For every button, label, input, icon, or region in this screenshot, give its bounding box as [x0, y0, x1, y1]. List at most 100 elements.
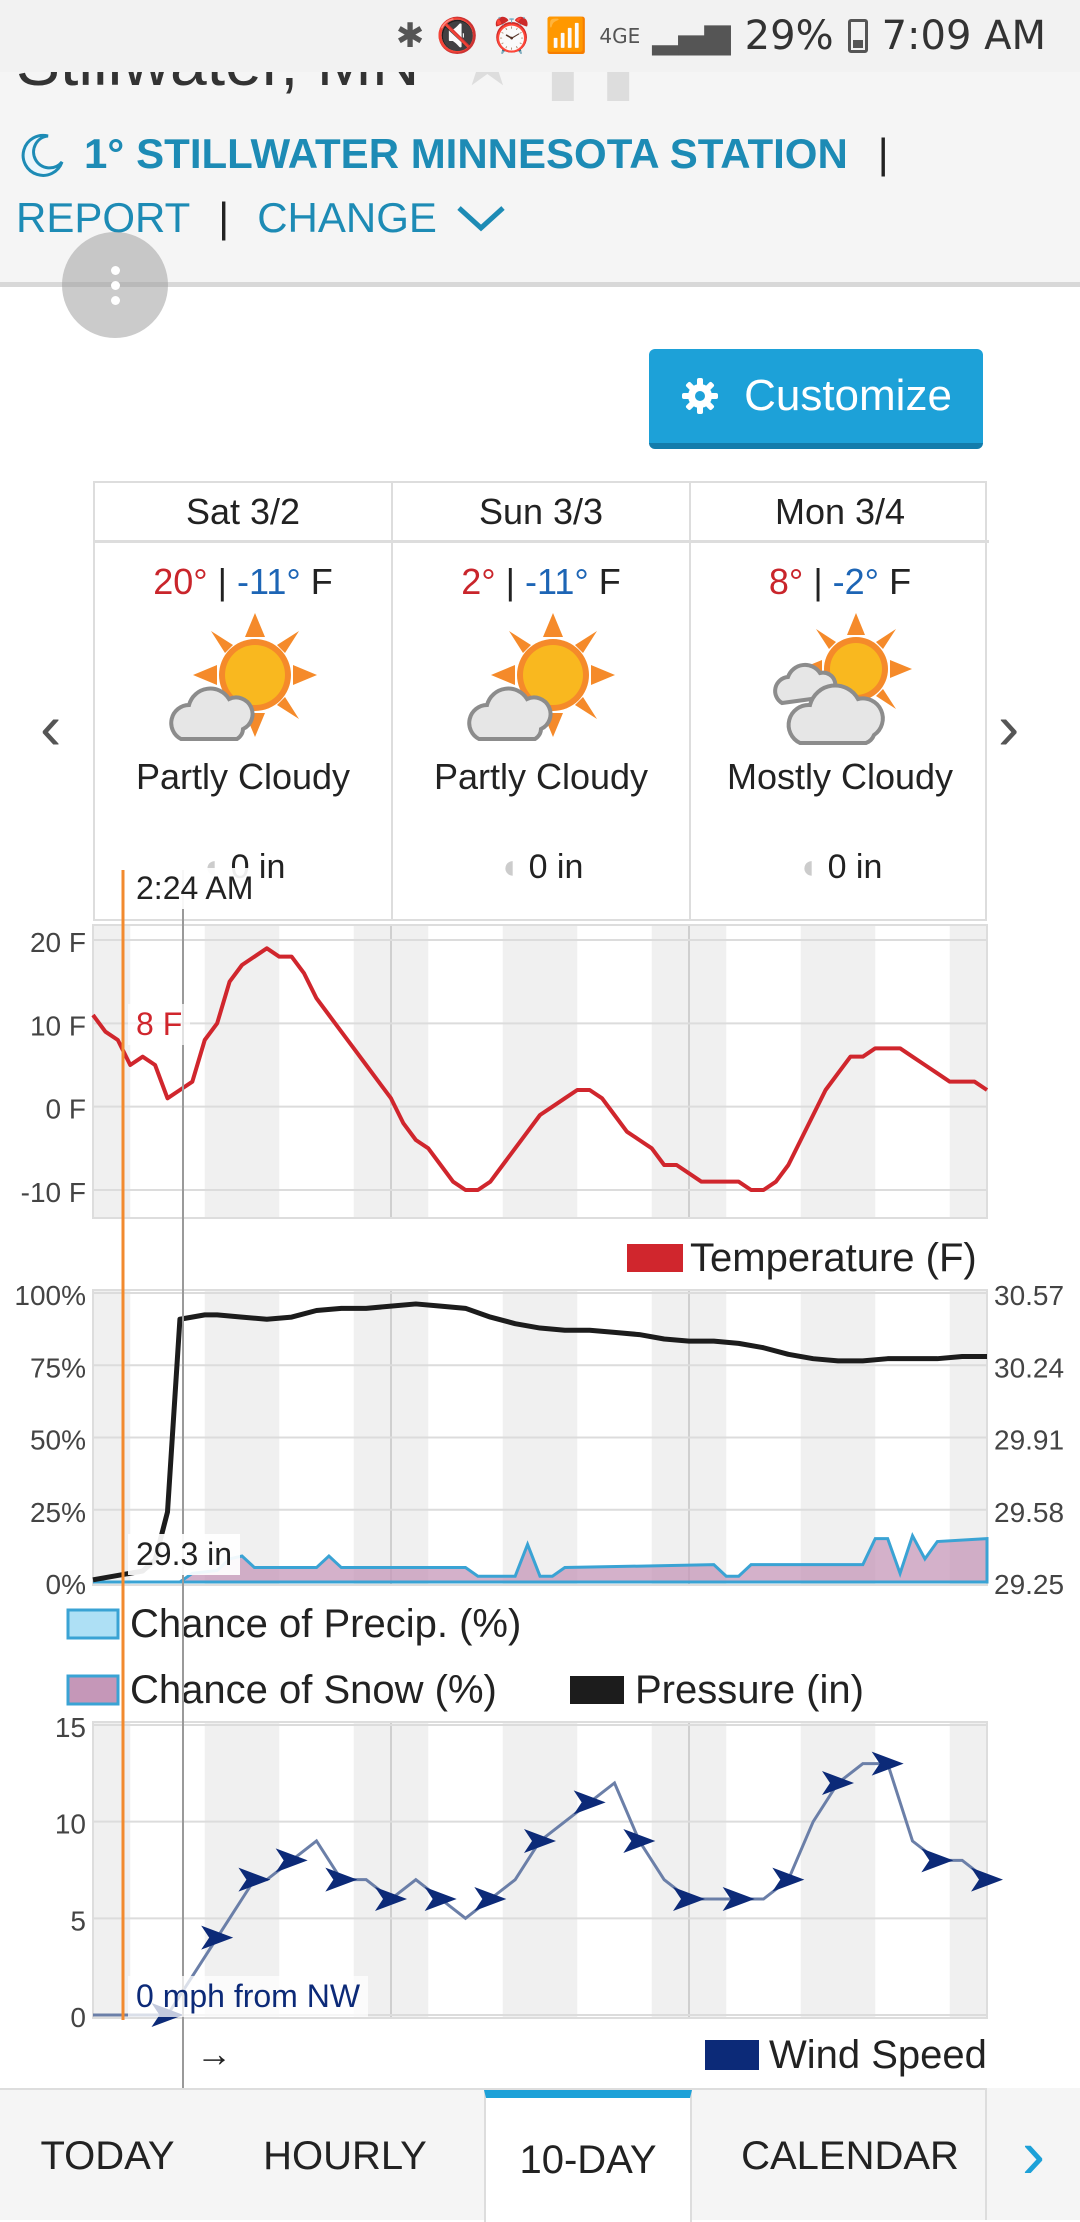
- station-temp: 1°: [84, 130, 124, 178]
- condition-label: Mostly Cloudy: [691, 756, 989, 798]
- favorite-star-icon[interactable]: ★: [458, 72, 517, 99]
- wifi-icon: 📶: [545, 16, 587, 56]
- wind-arrow-icon: [921, 1848, 953, 1872]
- temperature-legend-swatch: [627, 1244, 683, 1272]
- partly-cloudy-icon: [163, 611, 323, 751]
- status-icons: ✱ 🔇 ⏰ 📶 4GE ▂▄▆: [396, 16, 731, 56]
- y-tick-label-left: 100%: [14, 1280, 86, 1311]
- y-tick-label-right: 29.91: [994, 1425, 1064, 1456]
- tab-10-day[interactable]: 10-DAY: [484, 2090, 692, 2222]
- chevron-down-icon[interactable]: [453, 200, 509, 236]
- alarm-icon: ⏰: [491, 16, 533, 56]
- y-tick-label-right: 29.25: [994, 1569, 1064, 1600]
- y-tick-label: 15: [55, 1712, 86, 1743]
- day-temps: 20° | -11° F: [95, 561, 391, 603]
- previous-arrow-icon[interactable]: ‹: [40, 690, 61, 764]
- y-tick-label-left: 0%: [46, 1569, 86, 1600]
- forecast-days: Sat 3/2 20° | -11° F Partly Cloudy: [93, 481, 987, 921]
- low-temp: -11°: [237, 561, 301, 602]
- station-line[interactable]: 1° STILLWATER MINNESOTA STATION |: [18, 130, 889, 178]
- y-tick-label-left: 75%: [30, 1352, 86, 1383]
- night-band: [503, 1722, 578, 2018]
- city-title: Stillwater, MN ★ ❚❚: [16, 72, 646, 101]
- night-band: [503, 925, 578, 1218]
- precip-value: 0 in: [828, 848, 883, 886]
- day-label: Sun 3/3: [393, 483, 689, 543]
- battery-percent: 29%: [745, 13, 834, 59]
- cursor-pressure-label: 29.3 in: [128, 1534, 240, 1575]
- pressure-legend-swatch: [570, 1676, 624, 1704]
- more-options-button[interactable]: [62, 232, 168, 338]
- change-link[interactable]: CHANGE: [257, 194, 437, 242]
- y-tick-label-left: 25%: [30, 1497, 86, 1528]
- wind-arrow-icon: [623, 1829, 655, 1853]
- forecast-day[interactable]: Sun 3/3 2° | -11° F Partly Cloudy: [393, 483, 691, 919]
- separator: |: [218, 194, 229, 242]
- location-header: Stillwater, MN ★ ❚❚ 1° STILLWATER MINNES…: [0, 72, 1080, 284]
- y-tick-label: 0 F: [46, 1094, 86, 1125]
- temperature-legend: Temperature (F): [690, 1236, 977, 1280]
- station-name[interactable]: STILLWATER MINNESOTA STATION: [136, 130, 848, 178]
- customize-button[interactable]: Customize: [649, 349, 983, 449]
- wind-arrow-icon: [772, 1868, 804, 1892]
- night-band: [801, 1722, 876, 2018]
- forecast-charts[interactable]: 20 F10 F0 F-10 F 100%30.5775%30.2450%29.…: [0, 0, 1080, 2090]
- next-arrow-icon[interactable]: ›: [998, 690, 1019, 764]
- network-type: 4GE: [599, 24, 640, 48]
- cursor-time-label: 2:24 AM: [128, 868, 261, 909]
- mute-icon: 🔇: [436, 16, 478, 56]
- y-tick-label-right: 30.24: [994, 1352, 1064, 1383]
- precip-amount: ◖ 0 in: [691, 848, 989, 887]
- condition-label: Partly Cloudy: [393, 756, 689, 798]
- wind-arrow-icon: [325, 1868, 357, 1892]
- night-band: [93, 1722, 130, 2018]
- y-tick-label: 10: [55, 1809, 86, 1840]
- temperature-chart[interactable]: 20 F10 F0 F-10 F: [21, 925, 987, 1218]
- status-bar: ✱ 🔇 ⏰ 📶 4GE ▂▄▆ 29% 7:09 AM: [0, 0, 1080, 72]
- night-band: [93, 925, 130, 1218]
- cursor-temp-label: 8 F: [128, 1004, 190, 1045]
- cursor-wind-label: 0 mph from NW: [128, 1976, 368, 2017]
- night-band: [205, 925, 280, 1218]
- battery-icon: [848, 19, 868, 53]
- pause-icon[interactable]: ❚❚: [535, 72, 646, 99]
- signal-icon: ▂▄▆: [652, 16, 730, 56]
- forecast-day[interactable]: Sat 3/2 20° | -11° F Partly Cloudy: [95, 483, 393, 919]
- bluetooth-icon: ✱: [396, 16, 425, 56]
- temp-unit: F: [311, 561, 333, 602]
- snow-legend: Chance of Snow (%): [130, 1668, 497, 1712]
- mostly-cloudy-icon: [760, 611, 920, 751]
- day-temps: 8° | -2° F: [691, 561, 989, 603]
- tab-hourly[interactable]: HOURLY: [240, 2090, 450, 2222]
- tab-scroll-right-icon[interactable]: ›: [985, 2088, 1080, 2220]
- y-tick-label-right: 29.58: [994, 1497, 1064, 1528]
- condition-label: Partly Cloudy: [95, 756, 391, 798]
- wind-direction-arrow: →: [196, 2033, 232, 2074]
- night-band: [950, 925, 987, 1218]
- tab-calendar[interactable]: CALENDAR: [720, 2090, 980, 2222]
- forecast-day[interactable]: Mon 3/4 8° | -2° F Mostly Cloudy ◖ 0 in: [691, 483, 989, 919]
- day-temps: 2° | -11° F: [393, 561, 689, 603]
- wind-legend-swatch: [705, 2040, 759, 2070]
- precip-legend: Chance of Precip. (%): [130, 1602, 521, 1646]
- city-name: Stillwater, MN: [16, 72, 419, 99]
- tab-today[interactable]: TODAY: [0, 2090, 215, 2222]
- precip-amount: ◖ 0 in: [393, 848, 689, 887]
- night-band: [950, 1722, 987, 2018]
- bottom-tab-bar: TODAY HOURLY 10-DAY CALENDAR: [0, 2088, 1080, 2220]
- low-temp: -2°: [833, 561, 879, 602]
- y-tick-label: 0: [70, 2002, 86, 2033]
- report-line: REPORT | CHANGE: [16, 194, 509, 242]
- high-temp: 2°: [461, 561, 495, 602]
- customize-label: Customize: [744, 371, 952, 421]
- low-temp: -11°: [525, 561, 589, 602]
- day-label: Sat 3/2: [95, 483, 391, 543]
- pressure-legend: Pressure (in): [635, 1668, 864, 1712]
- precip-value: 0 in: [529, 848, 584, 886]
- y-tick-label-left: 50%: [30, 1425, 86, 1456]
- clock: 7:09 AM: [882, 13, 1046, 59]
- day-label: Mon 3/4: [691, 483, 989, 543]
- partly-cloudy-icon: [461, 611, 621, 751]
- separator: |: [878, 130, 889, 178]
- y-tick-label: 5: [70, 1905, 86, 1936]
